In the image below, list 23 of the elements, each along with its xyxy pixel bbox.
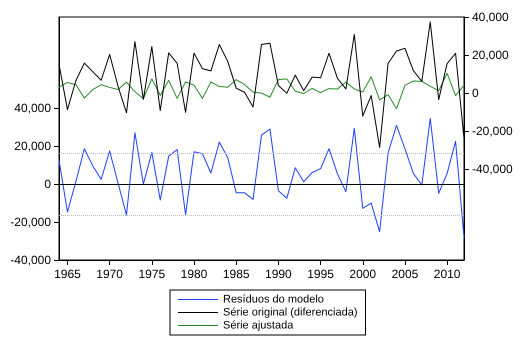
y-tick-label: 20,000 [14, 139, 52, 154]
legend-label: Série ajustada [223, 320, 294, 332]
y2-tick-label: 0 [472, 86, 479, 100]
x-tick-label: 1985 [222, 267, 250, 281]
y-tick-label: -20,000 [10, 215, 52, 230]
y2-tick-label: 40,000 [472, 10, 510, 24]
legend-label: Série original (diferenciada) [223, 306, 358, 318]
y-tick-label: 0 [44, 177, 52, 192]
y2-tick-label: -20,000 [472, 124, 514, 138]
x-tick-label: 2000 [349, 267, 376, 281]
x-tick-label: 1970 [96, 267, 124, 281]
legend-label: Resíduos do modelo [223, 294, 324, 306]
y2-tick-label: -40,000 [472, 162, 514, 176]
x-tick-label: 2010 [434, 267, 461, 281]
y-tick-label: 40,000 [14, 101, 52, 116]
x-tick-label: 2005 [392, 267, 419, 281]
x-tick-label: 1990 [265, 267, 292, 281]
x-tick-label: 1980 [180, 267, 208, 281]
x-tick-label: 1995 [307, 267, 334, 281]
y-tick-label: -40,000 [10, 253, 52, 267]
x-tick-label: 1975 [138, 267, 166, 281]
x-tick-label: 1965 [54, 267, 82, 281]
y2-tick-label: 20,000 [472, 48, 510, 62]
